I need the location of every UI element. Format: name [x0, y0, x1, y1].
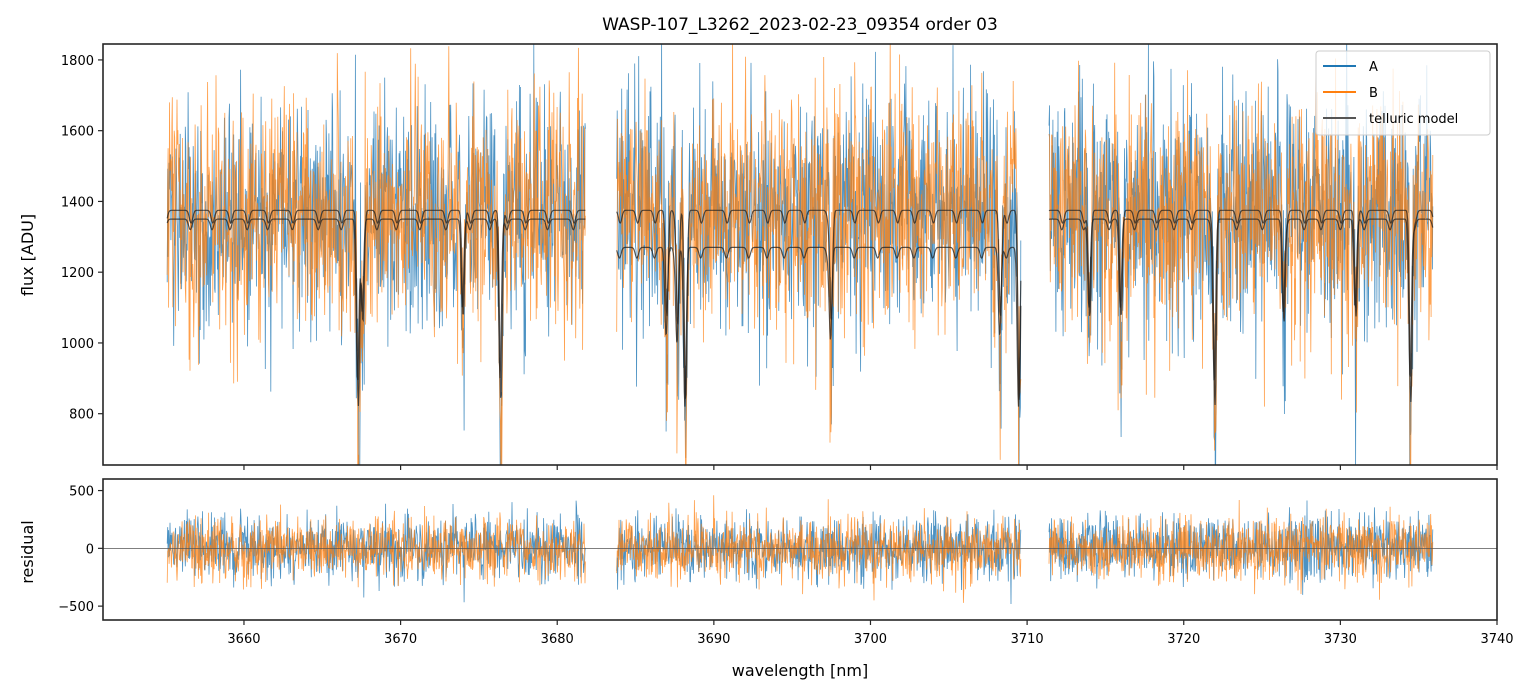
residual-plot-area: [103, 495, 1497, 605]
residual-series-b-segment-3: [1048, 499, 1434, 600]
residual-axes-frame: [102, 478, 1498, 621]
x-tick-label: 3700: [854, 632, 887, 647]
flux-axes-frame: [102, 43, 1498, 466]
legend-label-telluric: telluric model: [1369, 112, 1458, 127]
residual-y-tick-label: −500: [58, 600, 94, 615]
residual-series-b-segment-2: [616, 495, 1022, 603]
x-tick-label: 3670: [384, 632, 417, 647]
residual-x-axis: 3660 3670 3680 3690 3700 3710 3720 3730 3740: [227, 620, 1514, 647]
residual-y-axis-label: residual: [18, 520, 37, 583]
x-axis-label: wavelength [nm]: [732, 661, 869, 680]
residual-panel: −500 0 500 3660 3670 3680 3690 3700 3710 3720 373…: [18, 478, 1514, 680]
flux-y-tick-label: 1800: [61, 54, 94, 69]
x-tick-label: 3690: [697, 632, 730, 647]
residual-y-tick-label: 500: [69, 485, 94, 500]
x-tick-label: 3660: [227, 632, 260, 647]
x-tick-label: 3720: [1167, 632, 1200, 647]
flux-y-axis-label: flux [ADU]: [18, 214, 37, 296]
residual-series-b-segment-1: [166, 504, 586, 590]
flux-x-axis: [243, 465, 1498, 470]
legend-label-a: A: [1369, 60, 1378, 75]
x-tick-label: 3730: [1324, 632, 1357, 647]
telluric-model-line: [1049, 218, 1434, 381]
flux-y-tick-label: 1000: [61, 337, 94, 352]
residual-y-tick-label: 0: [86, 542, 94, 557]
flux-y-tick-label: 1400: [61, 195, 94, 210]
flux-plot-area: [166, 44, 1434, 465]
x-tick-label: 3680: [541, 632, 574, 647]
flux-series-b-segment-3: [1048, 58, 1434, 465]
x-tick-label: 3710: [1011, 632, 1044, 647]
flux-panel: 800 1000 1200 1400 1600 1800 flux [ADU] A B t…: [18, 43, 1498, 470]
flux-series-b-segment-1: [166, 46, 586, 465]
telluric-model-line: [616, 246, 1022, 407]
legend-label-b: B: [1369, 86, 1378, 101]
legend: A B telluric model: [1315, 50, 1491, 136]
legend-box: [1315, 50, 1491, 136]
flux-y-tick-label: 800: [69, 408, 94, 423]
telluric-model-line: [166, 209, 586, 407]
x-tick-label: 3740: [1480, 632, 1513, 647]
residual-y-axis: −500 0 500: [58, 485, 103, 615]
telluric-model-line: [1048, 209, 1434, 406]
telluric-model-line: [616, 209, 1022, 400]
flux-y-tick-label: 1600: [61, 125, 94, 140]
chart-title: WASP-107_L3262_2023-02-23_09354 order 03: [602, 15, 998, 35]
telluric-model-line: [166, 218, 586, 381]
flux-y-tick-label: 1200: [61, 266, 94, 281]
flux-y-axis: 800 1000 1200 1400 1600 1800: [61, 54, 103, 423]
